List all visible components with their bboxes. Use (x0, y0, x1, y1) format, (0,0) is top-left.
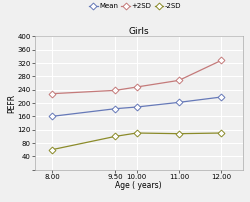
Y-axis label: PEFR: PEFR (7, 94, 16, 113)
X-axis label: Age ( years): Age ( years) (116, 181, 162, 190)
Title: Girls: Girls (128, 27, 149, 36)
Legend: Mean, +2SD, -2SD: Mean, +2SD, -2SD (89, 3, 181, 9)
